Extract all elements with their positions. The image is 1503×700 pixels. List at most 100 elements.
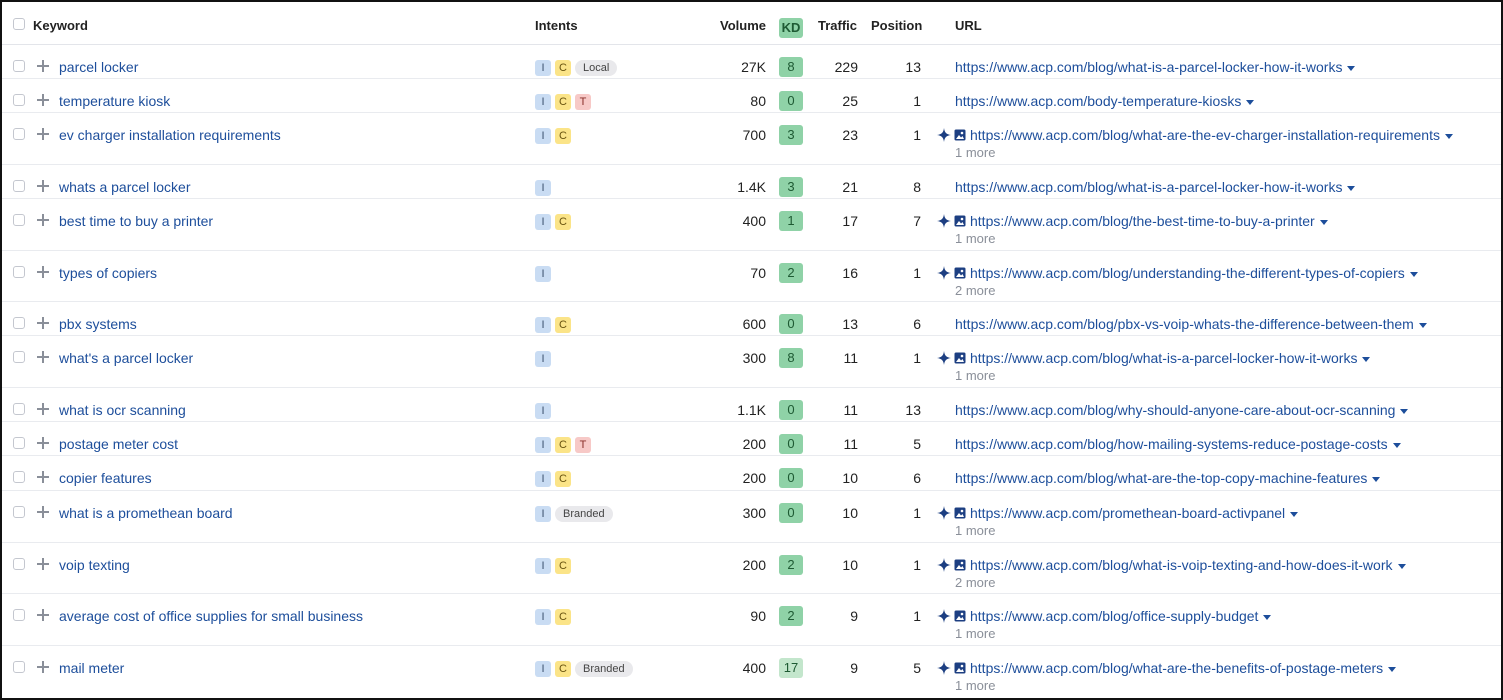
more-urls-link[interactable]: 1 more [955,626,996,641]
chevron-down-icon[interactable] [1392,443,1401,448]
row-checkbox[interactable] [13,609,25,621]
row-checkbox[interactable] [13,317,25,329]
chevron-down-icon[interactable] [1388,667,1397,672]
chevron-down-icon[interactable] [1263,615,1272,620]
column-header-keyword[interactable]: Keyword [33,18,88,33]
column-header-intents[interactable]: Intents [535,18,578,33]
plus-icon[interactable] [37,609,49,621]
plus-icon[interactable] [37,506,49,518]
row-checkbox[interactable] [13,661,25,673]
column-header-traffic[interactable]: Traffic [818,18,858,33]
plus-icon[interactable] [37,94,49,106]
more-urls-link[interactable]: 1 more [955,231,996,246]
chevron-down-icon[interactable] [1362,357,1371,362]
row-checkbox[interactable] [13,94,25,106]
url-link[interactable]: https://www.acp.com/blog/what-are-the-to… [955,470,1368,486]
url-link[interactable]: https://www.acp.com/blog/what-is-a-parce… [970,350,1358,366]
plus-icon[interactable] [37,471,49,483]
table-row: what's a parcel locker I 300 8 11 1 https://ww… [2,335,1501,388]
url-link[interactable]: https://www.acp.com/body-temperature-kio… [955,93,1242,109]
intent-badges: I [535,351,551,367]
url-link[interactable]: https://www.acp.com/blog/how-mailing-sys… [955,436,1388,452]
row-checkbox[interactable] [13,214,25,226]
chevron-down-icon[interactable] [1347,186,1356,191]
row-checkbox[interactable] [13,558,25,570]
traffic-value: 9 [850,660,858,676]
keyword-link[interactable]: voip texting [59,557,130,573]
url-link[interactable]: https://www.acp.com/blog/what-is-voip-te… [970,557,1393,573]
plus-icon[interactable] [37,661,49,673]
chevron-down-icon[interactable] [1246,100,1255,105]
chevron-down-icon[interactable] [1290,512,1299,517]
row-checkbox[interactable] [13,266,25,278]
plus-icon[interactable] [37,558,49,570]
chevron-down-icon[interactable] [1418,323,1427,328]
chevron-down-icon[interactable] [1444,134,1453,139]
plus-icon[interactable] [37,351,49,363]
url-link[interactable]: https://www.acp.com/blog/the-best-time-t… [970,213,1315,229]
table-row: types of copiers I 70 2 16 1 https://www.acp.c… [2,250,1501,302]
kd-badge: 0 [779,434,803,454]
url-link[interactable]: https://www.acp.com/blog/why-should-anyo… [955,402,1396,418]
row-checkbox[interactable] [13,403,25,415]
row-checkbox[interactable] [13,180,25,192]
table-row: copier features I C 200 0 10 6 https://www.acp.… [2,455,1501,491]
row-checkbox[interactable] [13,351,25,363]
keyword-link[interactable]: what is a promethean board [59,505,233,521]
plus-icon[interactable] [37,403,49,415]
keyword-link[interactable]: postage meter cost [59,436,179,452]
more-urls-link[interactable]: 2 more [955,283,996,298]
column-header-url[interactable]: URL [955,18,982,33]
url-cell: https://www.acp.com/blog/what-are-the-ev… [937,127,1453,143]
column-header-kd[interactable]: KD [779,18,803,38]
plus-icon[interactable] [37,266,49,278]
column-header-volume[interactable]: Volume [720,18,766,33]
url-link[interactable]: https://www.acp.com/blog/what-are-the-ev… [970,127,1440,143]
chevron-down-icon[interactable] [1347,66,1356,71]
url-link[interactable]: https://www.acp.com/blog/understanding-t… [970,265,1405,281]
keyword-link[interactable]: types of copiers [59,265,158,281]
keyword-link[interactable]: what's a parcel locker [59,350,194,366]
chevron-down-icon[interactable] [1397,564,1406,569]
more-urls-link[interactable]: 1 more [955,368,996,383]
keyword-link[interactable]: mail meter [59,660,125,676]
keyword-link[interactable]: ev charger installation requirements [59,127,281,143]
url-link[interactable]: https://www.acp.com/blog/what-are-the-be… [970,660,1384,676]
row-checkbox[interactable] [13,506,25,518]
plus-icon[interactable] [37,437,49,449]
position-value: 1 [913,265,921,281]
row-checkbox[interactable] [13,437,25,449]
keyword-link[interactable]: whats a parcel locker [59,179,191,195]
plus-icon[interactable] [37,180,49,192]
plus-icon[interactable] [37,214,49,226]
keyword-link[interactable]: best time to buy a printer [59,213,214,229]
url-link[interactable]: https://www.acp.com/blog/pbx-vs-voip-wha… [955,316,1414,332]
keyword-link[interactable]: pbx systems [59,316,137,332]
more-urls-link[interactable]: 2 more [955,575,996,590]
select-all-checkbox[interactable] [13,18,25,30]
intent-badge-i: I [535,180,551,196]
row-checkbox[interactable] [13,128,25,140]
column-header-position[interactable]: Position [871,18,923,33]
more-urls-link[interactable]: 1 more [955,523,996,538]
plus-icon[interactable] [37,60,49,72]
keyword-link[interactable]: what is ocr scanning [59,402,186,418]
more-urls-link[interactable]: 1 more [955,145,996,160]
row-checkbox[interactable] [13,60,25,72]
chevron-down-icon[interactable] [1319,220,1328,225]
keyword-link[interactable]: parcel locker [59,59,139,75]
keyword-link[interactable]: temperature kiosk [59,93,171,109]
row-checkbox[interactable] [13,471,25,483]
plus-icon[interactable] [37,128,49,140]
chevron-down-icon[interactable] [1400,409,1409,414]
more-urls-link[interactable]: 1 more [955,678,996,693]
chevron-down-icon[interactable] [1372,477,1381,482]
chevron-down-icon[interactable] [1409,272,1418,277]
keyword-link[interactable]: average cost of office supplies for smal… [59,608,364,624]
url-link[interactable]: https://www.acp.com/blog/what-is-a-parce… [955,179,1343,195]
keyword-link[interactable]: copier features [59,470,152,486]
plus-icon[interactable] [37,317,49,329]
url-link[interactable]: https://www.acp.com/blog/what-is-a-parce… [955,59,1343,75]
url-link[interactable]: https://www.acp.com/promethean-board-act… [970,505,1286,521]
url-link[interactable]: https://www.acp.com/blog/office-supply-b… [970,608,1259,624]
